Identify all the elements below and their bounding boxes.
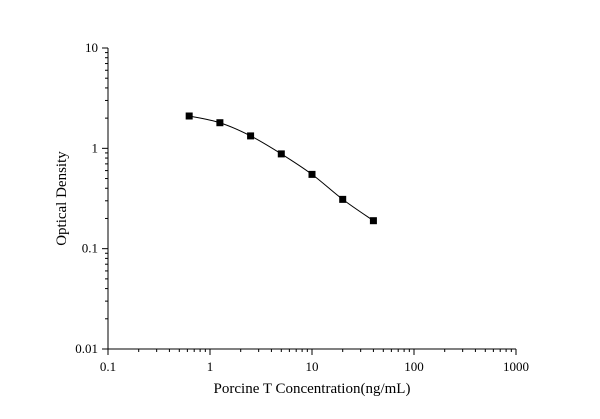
x-tick-label: 10	[306, 359, 319, 374]
axes	[107, 48, 516, 350]
y-tick-label: 0.01	[75, 341, 98, 356]
data-point	[369, 217, 377, 225]
data-points-layer	[185, 112, 377, 225]
fit-curve-layer	[189, 115, 374, 222]
y-axis-title: Optical Density	[54, 151, 70, 246]
data-point	[216, 119, 224, 127]
y-tick-label: 0.1	[82, 241, 98, 256]
x-tick-label: 100	[404, 359, 424, 374]
data-point	[277, 150, 285, 158]
tick-marks	[102, 47, 517, 355]
y-tick-label: 1	[92, 140, 99, 155]
y-tick-label: 10	[85, 40, 98, 55]
x-tick-label: 1	[207, 359, 214, 374]
data-point	[185, 112, 193, 120]
fit-curve	[189, 115, 374, 222]
data-point	[247, 132, 255, 140]
x-axis-title: Porcine T Concentration(ng/mL)	[214, 381, 411, 397]
data-point	[308, 170, 316, 178]
x-tick-label: 1000	[503, 359, 529, 374]
x-tick-label: 0.1	[100, 359, 116, 374]
data-point	[339, 195, 347, 203]
